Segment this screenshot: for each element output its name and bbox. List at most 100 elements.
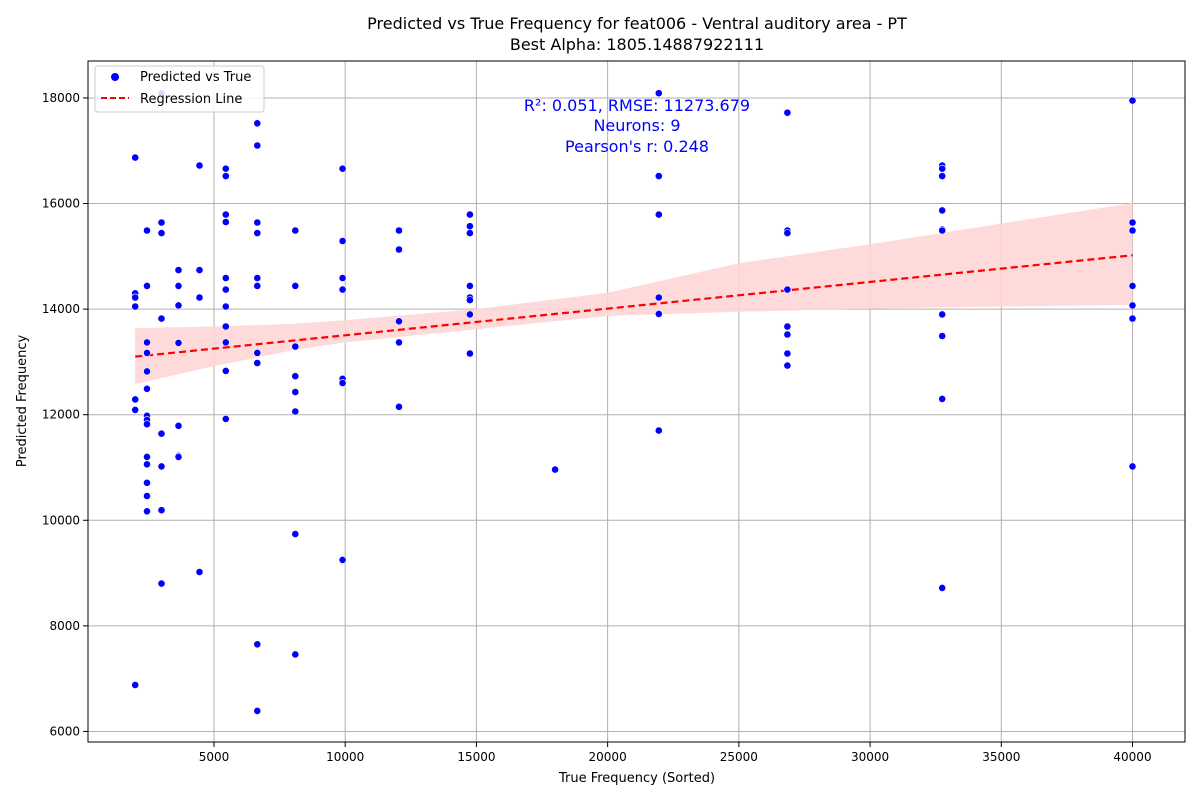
- data-point: [938, 394, 947, 403]
- data-point: [783, 285, 792, 294]
- data-point: [338, 556, 347, 564]
- data-point: [131, 293, 140, 302]
- data-point: [338, 237, 347, 245]
- x-axis-label: True Frequency (Sorted): [558, 771, 715, 786]
- data-point: [174, 452, 183, 461]
- y-axis-label: Predicted Frequency: [15, 335, 30, 468]
- data-point: [1128, 314, 1137, 323]
- data-point: [143, 348, 151, 357]
- data-point: [221, 172, 230, 180]
- data-point: [157, 462, 166, 471]
- data-point: [253, 119, 262, 128]
- data-point: [221, 302, 230, 311]
- data-point: [938, 310, 947, 319]
- data-point: [938, 332, 947, 340]
- annotation-r2-rmse: R²: 0.051, RMSE: 11273.679: [524, 96, 750, 115]
- data-point: [253, 281, 262, 290]
- data-point: [143, 507, 151, 516]
- data-point: [157, 314, 166, 323]
- data-point: [174, 301, 183, 310]
- data-point: [938, 172, 947, 180]
- data-point: [291, 372, 300, 381]
- data-point: [338, 379, 347, 387]
- data-point: [174, 266, 183, 274]
- data-point: [783, 330, 792, 339]
- data-point: [465, 281, 474, 290]
- data-point: [253, 229, 262, 237]
- data-point: [221, 210, 230, 219]
- data-point: [131, 153, 140, 162]
- data-point: [291, 226, 300, 235]
- data-point: [143, 367, 151, 376]
- data-point: [938, 584, 947, 592]
- x-tick-label: 35000: [982, 750, 1020, 764]
- stats-annotation: R²: 0.051, RMSE: 11273.679 Neurons: 9 Pe…: [524, 96, 750, 156]
- data-point: [157, 218, 166, 227]
- data-point: [253, 640, 262, 649]
- grid-lines: [88, 61, 1185, 742]
- data-point: [253, 348, 262, 357]
- data-point: [654, 89, 663, 98]
- annotation-pearson-r: Pearson's r: 0.248: [565, 137, 709, 156]
- data-point: [157, 579, 166, 588]
- data-point: [1128, 462, 1137, 471]
- y-tick-label: 6000: [49, 724, 80, 738]
- data-point: [291, 388, 300, 396]
- data-point: [253, 218, 262, 227]
- data-point: [174, 338, 183, 347]
- confidence-band-layer: [135, 203, 1133, 385]
- data-point: [131, 302, 140, 311]
- data-point: [465, 296, 474, 304]
- data-point: [291, 407, 300, 416]
- data-point: [195, 161, 204, 170]
- data-point: [783, 349, 792, 358]
- plot-area-frame: [87, 60, 1186, 743]
- data-point: [143, 460, 151, 469]
- data-point: [291, 342, 300, 351]
- data-point: [253, 141, 262, 150]
- data-point: [783, 322, 792, 331]
- data-point: [654, 210, 663, 219]
- regression-line: [135, 254, 1133, 358]
- data-point: [221, 218, 230, 226]
- data-points: [131, 89, 1137, 715]
- x-tick-label: 15000: [457, 750, 495, 764]
- chart-title-line1: Predicted vs True Frequency for feat006 …: [367, 14, 907, 33]
- x-tick-label: 10000: [326, 750, 364, 764]
- data-point: [143, 492, 151, 500]
- data-point: [465, 229, 474, 237]
- data-point: [1128, 226, 1137, 235]
- data-point: [174, 421, 183, 430]
- data-point: [1128, 96, 1137, 105]
- data-point: [654, 172, 663, 180]
- y-tick-label: 10000: [42, 513, 80, 527]
- data-point: [253, 274, 262, 282]
- legend-box: [94, 65, 265, 113]
- y-tick-label: 18000: [42, 91, 80, 105]
- x-tick-label: 20000: [589, 750, 627, 764]
- data-point: [221, 274, 230, 282]
- data-point: [291, 650, 300, 659]
- y-axis-ticks: 6000 8000 10000 12000 14000 16000 18000: [42, 91, 88, 738]
- data-point: [195, 293, 204, 302]
- x-tick-label: 5000: [199, 750, 230, 764]
- data-point: [338, 274, 347, 282]
- data-point: [143, 226, 151, 235]
- data-point: [131, 405, 140, 414]
- data-point: [938, 164, 947, 173]
- legend: Predicted vs True Regression Line: [94, 65, 265, 113]
- data-point: [253, 359, 262, 367]
- legend-scatter-marker: [111, 73, 119, 81]
- data-point: [195, 568, 204, 576]
- data-point: [143, 338, 151, 347]
- data-point: [1128, 218, 1137, 227]
- data-point: [395, 226, 403, 235]
- data-point: [654, 426, 663, 435]
- y-tick-label: 16000: [42, 197, 80, 211]
- data-point: [395, 338, 403, 347]
- y-tick-label: 8000: [49, 619, 80, 633]
- data-point: [143, 420, 151, 429]
- regression-line-layer: [135, 254, 1133, 358]
- annotation-neurons: Neurons: 9: [593, 116, 680, 135]
